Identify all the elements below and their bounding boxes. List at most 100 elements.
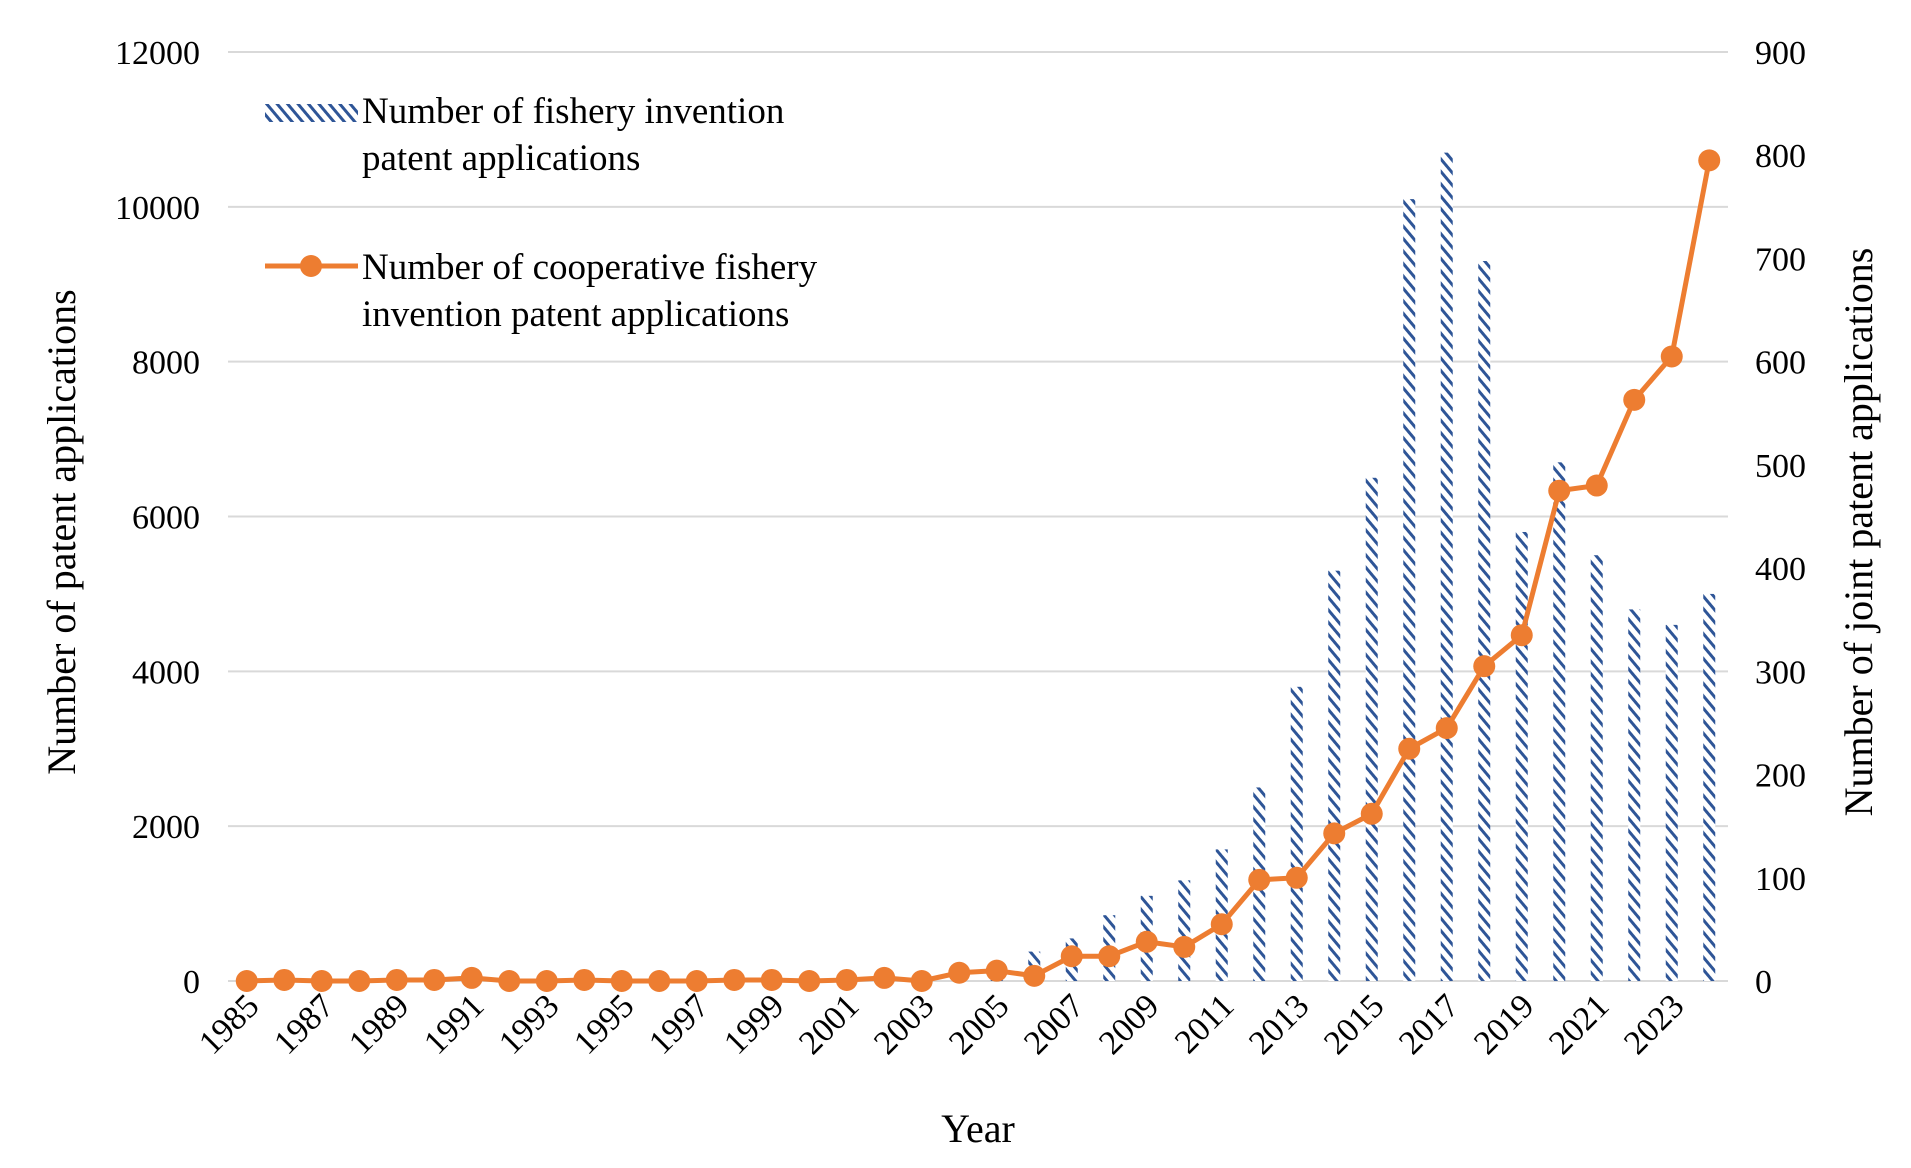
x-tick-label: 1993 bbox=[492, 987, 566, 1061]
legend-line-marker bbox=[300, 255, 322, 277]
point-2020 bbox=[1548, 479, 1571, 502]
y-right-tick-label: 100 bbox=[1755, 861, 1806, 898]
y-left-tick-label: 4000 bbox=[132, 654, 200, 691]
cooperative-series-line bbox=[246, 159, 1712, 984]
point-2015 bbox=[1360, 802, 1383, 825]
legend-bar-swatch bbox=[265, 104, 358, 122]
x-tick-label: 1989 bbox=[342, 987, 416, 1061]
legend: Number of fishery invention patent appli… bbox=[265, 91, 826, 335]
point-1986 bbox=[273, 968, 296, 991]
y-right-tick-label: 0 bbox=[1755, 964, 1772, 1001]
point-2021 bbox=[1585, 474, 1608, 497]
bar-2010 bbox=[1178, 880, 1191, 981]
y-axis-right-title: Number of joint patent applications bbox=[1836, 248, 1881, 817]
point-2016 bbox=[1398, 737, 1421, 760]
point-1990 bbox=[423, 968, 446, 991]
bar-2022 bbox=[1628, 609, 1641, 981]
point-1996 bbox=[648, 970, 671, 992]
point-2024 bbox=[1698, 149, 1721, 172]
bar-2023 bbox=[1665, 624, 1678, 981]
x-tick-label: 1985 bbox=[192, 987, 266, 1061]
bar-2019 bbox=[1515, 531, 1528, 981]
point-1985 bbox=[235, 970, 258, 992]
point-2005 bbox=[985, 959, 1008, 982]
point-2006 bbox=[1023, 964, 1046, 987]
x-tick-label: 2007 bbox=[1017, 987, 1091, 1061]
y-axis-left-title: Number of patent applications bbox=[39, 289, 84, 774]
point-1998 bbox=[723, 968, 746, 991]
x-tick-label: 1995 bbox=[567, 987, 641, 1061]
y-right-tick-label: 300 bbox=[1755, 654, 1806, 691]
point-2012 bbox=[1248, 868, 1271, 891]
bar-2020 bbox=[1553, 462, 1566, 981]
x-tick-label: 2009 bbox=[1092, 987, 1166, 1061]
bar-2013 bbox=[1290, 686, 1303, 981]
point-1991 bbox=[460, 966, 483, 989]
x-tick-label: 2013 bbox=[1242, 987, 1316, 1061]
x-axis-title: Year bbox=[941, 1106, 1015, 1151]
point-1989 bbox=[385, 968, 408, 991]
y-left-tick-label: 0 bbox=[183, 964, 200, 1001]
point-1988 bbox=[348, 970, 371, 992]
point-1987 bbox=[310, 970, 333, 992]
point-2019 bbox=[1510, 624, 1533, 647]
point-2009 bbox=[1135, 930, 1158, 953]
x-tick-label: 2023 bbox=[1617, 987, 1691, 1061]
y-left-tick-label: 8000 bbox=[132, 345, 200, 382]
y-right-tick-label: 400 bbox=[1755, 551, 1806, 588]
point-1995 bbox=[610, 970, 633, 992]
point-2017 bbox=[1435, 717, 1458, 740]
point-1999 bbox=[760, 968, 783, 991]
point-2008 bbox=[1098, 945, 1121, 968]
x-tick-label: 2005 bbox=[942, 987, 1016, 1061]
x-tick-label: 2019 bbox=[1467, 987, 1541, 1061]
x-tick-label: 1999 bbox=[717, 987, 791, 1061]
point-1994 bbox=[573, 968, 596, 991]
point-2011 bbox=[1210, 913, 1233, 936]
y-left-tick-label: 12000 bbox=[115, 35, 200, 72]
x-tick-label: 2015 bbox=[1317, 987, 1391, 1061]
point-2018 bbox=[1473, 655, 1496, 678]
point-2003 bbox=[910, 970, 933, 992]
y-right-tick-label: 900 bbox=[1755, 35, 1806, 72]
point-2001 bbox=[835, 968, 858, 991]
x-tick-label: 1991 bbox=[417, 987, 491, 1061]
point-2013 bbox=[1285, 866, 1308, 889]
point-2010 bbox=[1173, 935, 1196, 958]
point-2022 bbox=[1623, 388, 1646, 411]
bar-2024 bbox=[1703, 593, 1716, 981]
x-tick-label: 2003 bbox=[867, 987, 941, 1061]
point-1993 bbox=[535, 970, 558, 992]
bar-2016 bbox=[1403, 199, 1416, 981]
y-left-tick-label: 10000 bbox=[115, 190, 200, 227]
x-tick-label: 2017 bbox=[1392, 987, 1466, 1061]
point-2007 bbox=[1060, 945, 1083, 968]
x-tick-label: 2021 bbox=[1542, 987, 1616, 1061]
legend-bar-label: Number of fishery invention patent appli… bbox=[362, 91, 794, 179]
x-tick-label: 2011 bbox=[1168, 987, 1241, 1060]
bar-2021 bbox=[1590, 555, 1603, 981]
bar-2015 bbox=[1365, 477, 1378, 981]
x-tick-label: 1997 bbox=[642, 987, 716, 1061]
y-left-tick-label: 6000 bbox=[132, 500, 200, 537]
legend-line-label: Number of cooperative fishery invention … bbox=[362, 247, 826, 335]
point-1997 bbox=[685, 970, 708, 992]
y-right-tick-label: 500 bbox=[1755, 448, 1806, 485]
point-1992 bbox=[498, 970, 521, 992]
y-right-tick-label: 200 bbox=[1755, 758, 1806, 795]
point-2000 bbox=[798, 970, 821, 992]
y-right-tick-label: 800 bbox=[1755, 138, 1806, 175]
point-2002 bbox=[873, 966, 896, 989]
x-tick-label: 1987 bbox=[267, 987, 341, 1061]
bar-2014 bbox=[1328, 570, 1341, 981]
point-2004 bbox=[948, 961, 971, 984]
y-right-tick-label: 600 bbox=[1755, 345, 1806, 382]
x-tick-label: 2001 bbox=[792, 987, 866, 1061]
bar-2017 bbox=[1440, 152, 1453, 981]
y-left-tick-label: 2000 bbox=[132, 809, 200, 846]
point-2023 bbox=[1660, 345, 1683, 368]
y-right-tick-label: 700 bbox=[1755, 241, 1806, 278]
bar-2018 bbox=[1478, 261, 1491, 981]
point-2014 bbox=[1323, 822, 1346, 845]
